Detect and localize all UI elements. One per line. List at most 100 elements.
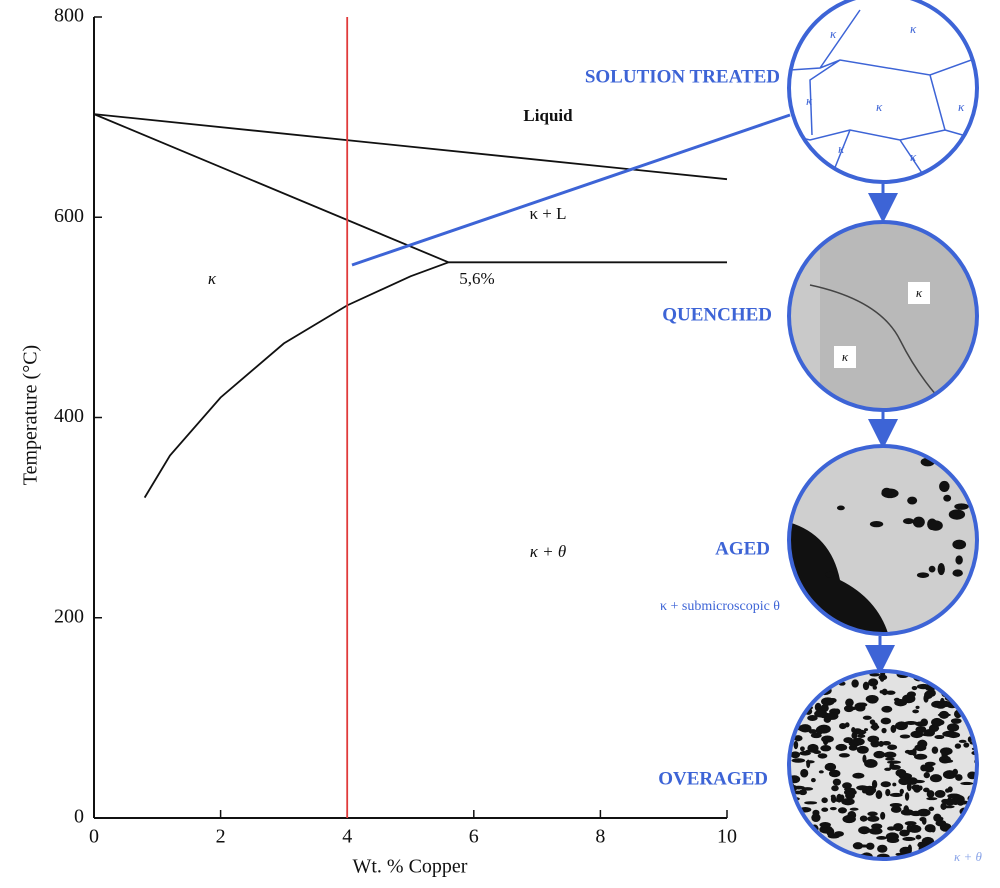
precipitate bbox=[941, 750, 945, 758]
precipitate bbox=[860, 815, 868, 821]
precipitate bbox=[784, 819, 796, 825]
annotation: Liquid bbox=[523, 106, 573, 125]
precipitate bbox=[916, 706, 920, 709]
precipitate bbox=[903, 518, 914, 524]
x-tick-label: 10 bbox=[717, 826, 737, 848]
precipitate bbox=[881, 706, 892, 713]
precipitate bbox=[829, 770, 840, 778]
precipitate bbox=[839, 753, 850, 757]
precipitate bbox=[845, 792, 855, 800]
precipitate bbox=[970, 677, 975, 682]
precipitate bbox=[805, 835, 819, 844]
precipitate bbox=[788, 831, 793, 835]
precipitate bbox=[819, 770, 824, 773]
precipitate bbox=[960, 667, 974, 674]
precipitate bbox=[820, 671, 829, 677]
x-axis-label: Wt. % Copper bbox=[353, 856, 468, 878]
precipitate bbox=[882, 488, 892, 496]
precipitate bbox=[957, 798, 965, 805]
micrograph-label: OVERAGED bbox=[658, 768, 768, 789]
precipitate bbox=[790, 712, 796, 715]
precipitate bbox=[974, 829, 980, 838]
precipitate bbox=[949, 509, 965, 519]
precipitate bbox=[831, 785, 839, 791]
precipitate bbox=[895, 769, 906, 777]
precipitate bbox=[959, 740, 967, 743]
precipitate bbox=[887, 826, 895, 830]
precipitate bbox=[930, 853, 941, 860]
phase-label: κ bbox=[910, 149, 917, 164]
annotation: κ + L bbox=[529, 204, 566, 223]
precipitate bbox=[800, 746, 805, 751]
precipitate bbox=[929, 670, 936, 676]
phase-label: κ bbox=[916, 285, 923, 300]
precipitate bbox=[890, 803, 902, 807]
phase-label: κ bbox=[838, 141, 845, 156]
precipitate bbox=[963, 742, 969, 747]
precipitate bbox=[952, 458, 962, 465]
phase-label: κ + submicroscopic θ bbox=[660, 599, 780, 614]
precipitate bbox=[821, 807, 828, 811]
precipitate bbox=[899, 830, 909, 837]
precipitate bbox=[910, 811, 922, 816]
precipitate bbox=[794, 741, 799, 749]
precipitate bbox=[922, 818, 927, 825]
precipitate bbox=[955, 743, 961, 748]
precipitate bbox=[914, 754, 927, 760]
phase-label: κ bbox=[842, 349, 849, 364]
precipitate bbox=[939, 711, 949, 719]
x-tick-label: 0 bbox=[89, 826, 99, 848]
precipitate bbox=[952, 769, 958, 776]
precipitate bbox=[956, 689, 962, 697]
precipitate bbox=[917, 740, 927, 749]
annotation: κ + θ bbox=[530, 542, 566, 561]
precipitate bbox=[799, 684, 803, 690]
precipitate bbox=[931, 718, 943, 727]
precipitate bbox=[862, 755, 866, 763]
precipitate bbox=[889, 763, 894, 769]
precipitate bbox=[972, 687, 982, 693]
precipitate bbox=[821, 797, 827, 803]
precipitate bbox=[969, 681, 975, 684]
precipitate bbox=[939, 481, 949, 492]
precipitate bbox=[881, 728, 886, 733]
y-tick-label: 400 bbox=[54, 405, 84, 427]
precipitate bbox=[915, 726, 926, 733]
precipitate bbox=[932, 851, 941, 855]
precipitate bbox=[806, 760, 815, 763]
precipitate bbox=[951, 718, 962, 724]
precipitate bbox=[907, 777, 918, 785]
precipitate bbox=[950, 674, 962, 679]
precipitate bbox=[876, 836, 887, 840]
precipitate bbox=[941, 759, 954, 763]
precipitate bbox=[956, 775, 962, 781]
precipitate bbox=[924, 691, 933, 699]
y-tick-label: 200 bbox=[54, 605, 84, 627]
precipitate bbox=[929, 520, 943, 530]
micrograph-label: AGED bbox=[715, 538, 770, 559]
precipitate bbox=[856, 785, 868, 790]
precipitate bbox=[975, 709, 985, 713]
precipitate bbox=[824, 853, 829, 857]
precipitate bbox=[967, 842, 979, 848]
precipitate bbox=[952, 569, 962, 576]
precipitate bbox=[887, 745, 897, 750]
y-tick-label: 600 bbox=[54, 205, 84, 227]
precipitate bbox=[891, 725, 897, 733]
precipitate bbox=[793, 673, 798, 680]
precipitate bbox=[967, 670, 979, 677]
precipitate bbox=[807, 682, 812, 688]
precipitate bbox=[885, 758, 895, 761]
precipitate bbox=[913, 517, 925, 528]
precipitate bbox=[951, 832, 965, 841]
precipitate bbox=[821, 697, 835, 705]
precipitate bbox=[781, 692, 789, 695]
precipitate bbox=[801, 830, 808, 835]
precipitate bbox=[917, 572, 929, 578]
precipitate bbox=[845, 698, 854, 706]
precipitate bbox=[797, 831, 804, 836]
precipitate bbox=[800, 769, 808, 778]
x-tick-label: 8 bbox=[595, 826, 605, 848]
precipitate bbox=[838, 807, 847, 813]
precipitate bbox=[804, 700, 810, 703]
